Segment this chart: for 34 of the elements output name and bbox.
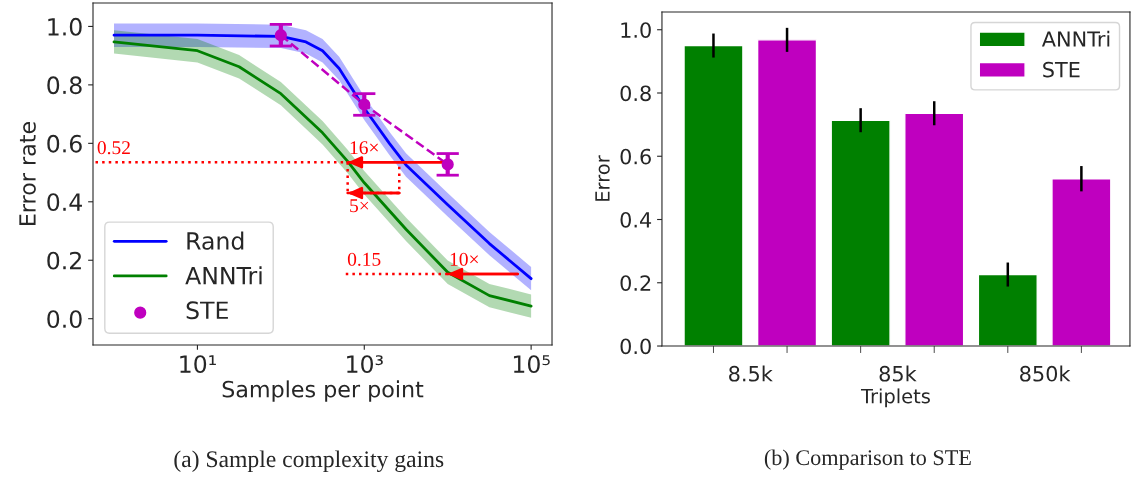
legend-label: ANNTri [1041,30,1110,47]
text: (b) Comparison to STE [764,449,971,470]
y-tick-label: 0.2 [47,251,81,270]
y-tick-label: 0.8 [620,85,651,102]
y-tick-label: 1.0 [621,22,651,38]
annotation: 5× [350,199,369,213]
annotation: 10× [450,252,478,266]
x-axis-title: Samples per point [222,380,424,402]
y-tick-label: 0.2 [620,275,651,291]
y-tick-label: 0.0 [620,338,651,355]
annotation: 0.15 [347,252,381,266]
legend-label: STE [186,301,228,320]
x-tick-label: 10³ [347,355,383,374]
y-tick-label: 0.4 [47,193,82,212]
legend-label: ANNTri [185,266,262,285]
y-tick-label: 0.6 [620,148,651,165]
legend-label: Rand [187,231,244,250]
x-axis-title: Triplets [860,388,930,408]
y-tick-label: 0.4 [620,211,652,228]
y-tick-label: 0.8 [47,76,82,95]
annotation: 16× [350,141,378,155]
y-tick-label: 0.6 [47,134,82,153]
y-tick-label: 1.0 [48,17,82,36]
x-tick-label: 10¹ [180,355,216,374]
y-axis-title: Error [595,155,610,201]
x-tick-label: 10⁵ [513,355,550,374]
x-tick-label: 850k [1020,365,1071,382]
y-axis-title: Error rate [19,122,36,226]
legend-label: STE [1043,61,1080,78]
annotation: 0.52 [97,141,130,155]
x-tick-label: 85k [879,365,917,382]
x-tick-label: 8.5k [729,365,773,382]
y-tick-label: 0.0 [47,310,82,329]
text: (a) Sample complexity gains [174,450,444,473]
